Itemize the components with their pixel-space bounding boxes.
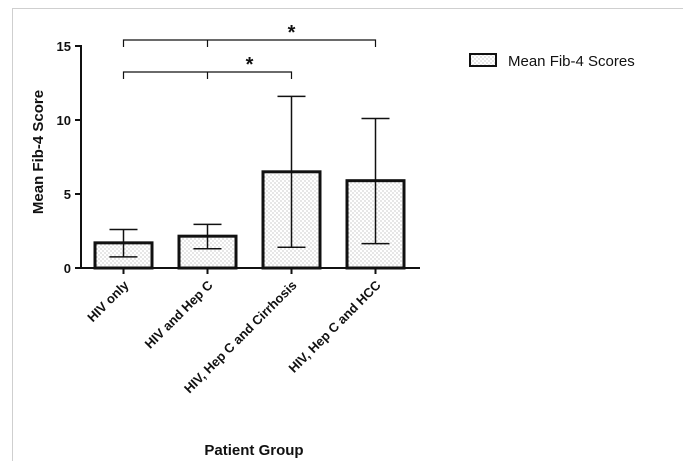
y-axis-title: Mean Fib-4 Score <box>30 90 47 214</box>
chart-frame <box>12 8 683 461</box>
y-tick-label: 0 <box>64 261 71 276</box>
y-tick-label: 5 <box>64 187 71 202</box>
significance-bracket <box>122 39 377 47</box>
y-tick-label: 10 <box>57 113 71 128</box>
x-axis-title: Patient Group <box>204 442 303 459</box>
y-tick-label: 15 <box>57 39 71 54</box>
x-tick-label: HIV, Hep C and HCC <box>285 277 384 376</box>
significance-star: * <box>288 22 296 44</box>
x-tick-label: HIV only <box>84 277 132 325</box>
significance-bracket <box>122 71 293 79</box>
x-tick-label: HIV and Hep C <box>142 277 216 351</box>
legend: Mean Fib-4 Scores <box>469 53 635 70</box>
legend-label: Mean Fib-4 Scores <box>508 53 635 70</box>
legend-swatch <box>469 53 497 67</box>
significance-star: * <box>246 54 254 76</box>
